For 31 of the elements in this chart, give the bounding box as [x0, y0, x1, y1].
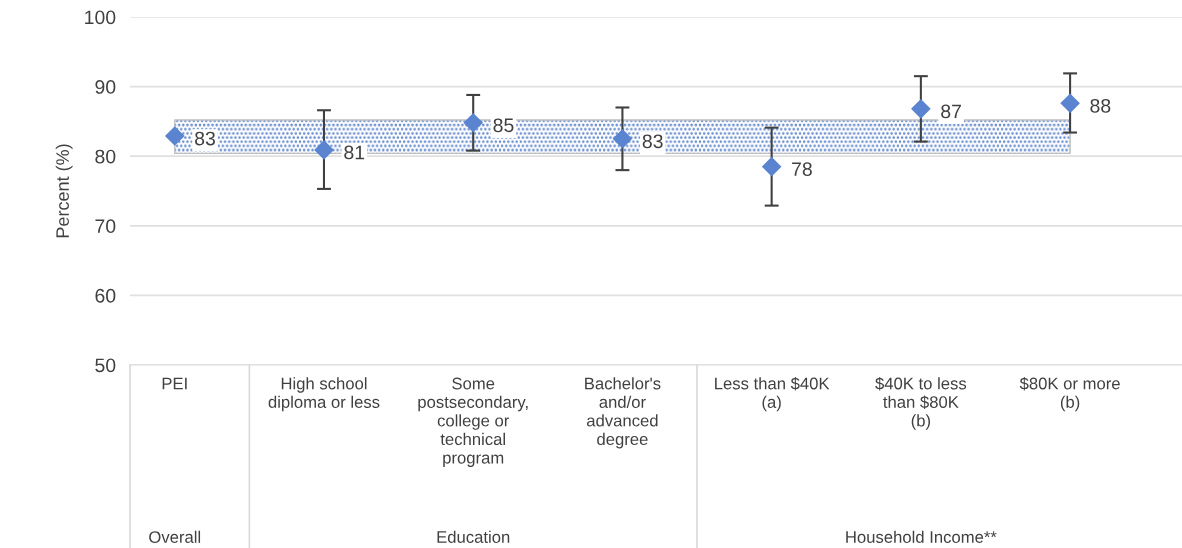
- data-label: 85: [493, 118, 514, 133]
- text: Overall: [149, 530, 201, 543]
- point: [911, 99, 931, 119]
- data-label: 83: [642, 134, 663, 149]
- y-tick-label: 100: [85, 10, 116, 25]
- y-axis-title: Percent (%): [55, 144, 73, 238]
- x-tick-label: Bachelor's and/or advanced degree: [585, 377, 661, 449]
- text: Household Income**: [846, 530, 997, 543]
- y-tick-label: 70: [95, 219, 116, 234]
- data-label: 78: [792, 162, 812, 177]
- y-tick-label: 50: [95, 358, 116, 373]
- x-tick-label: High school diploma or less: [268, 377, 380, 412]
- x-tick-label: $80K or more (b): [1019, 376, 1120, 412]
- point: [165, 126, 185, 146]
- point: [1060, 93, 1080, 113]
- x-tick-label: PEI: [162, 377, 187, 390]
- point: [463, 113, 483, 133]
- point: [314, 140, 334, 160]
- data-label: 87: [941, 104, 961, 119]
- x-tick-label: $40K to less than $80K (b): [875, 376, 967, 430]
- y-tick-label: 60: [95, 288, 116, 303]
- data-label: 88: [1090, 98, 1111, 113]
- text: Education: [437, 530, 510, 543]
- data-label: 83: [195, 131, 215, 146]
- point: [612, 129, 632, 149]
- x-tick-label: Some postsecondary, college or technical program: [418, 377, 528, 467]
- point: [762, 157, 782, 177]
- y-tick-label: 80: [95, 149, 116, 164]
- x-tick-label: Less than $40K (a): [715, 376, 830, 412]
- data-label: 81: [344, 145, 365, 160]
- y-tick-label: 90: [95, 80, 116, 94]
